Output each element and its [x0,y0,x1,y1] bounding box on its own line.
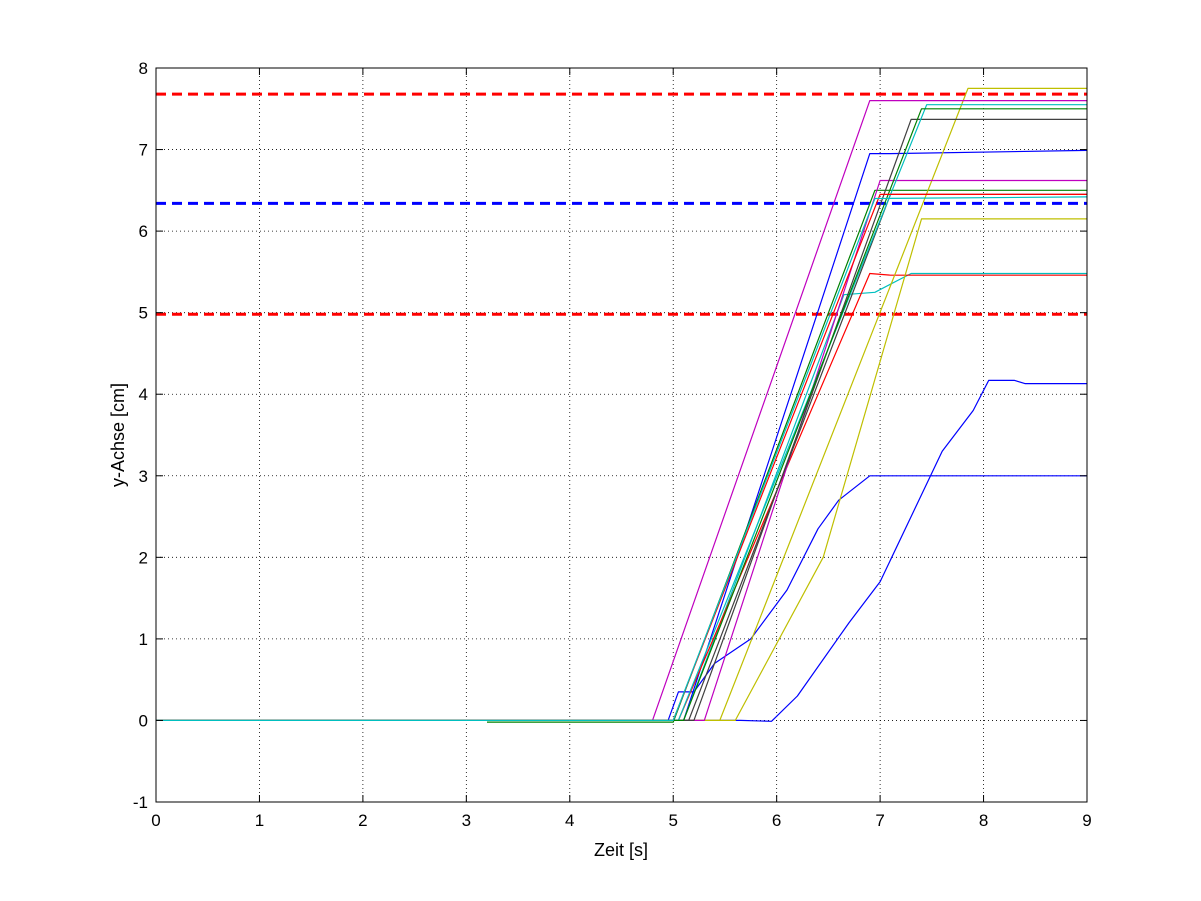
series-line [156,475,1087,722]
y-tick-label: 2 [139,548,148,567]
y-tick-label: -1 [133,793,148,812]
x-tick-label: 2 [358,811,367,830]
y-tick-label: 3 [139,467,148,486]
x-axis-label: Zeit [s] [594,840,648,860]
x-tick-label: 6 [772,811,781,830]
y-tick-label: 1 [139,630,148,649]
y-axis-label: y-Achse [cm] [108,383,128,487]
series-line [156,379,1087,722]
plot-frame [155,67,1088,803]
plot-background [156,68,1087,802]
x-tick-label: 0 [151,811,160,830]
y-tick-label: 7 [139,141,148,160]
x-tick-label: 8 [979,811,988,830]
y-tick-label: 5 [139,304,148,323]
series-line [156,196,1088,722]
x-tick-label: 4 [565,811,574,830]
x-tick-label: 7 [875,811,884,830]
x-tick-label: 3 [462,811,471,830]
y-tick-label: 0 [139,711,148,730]
x-tick-label: 1 [255,811,264,830]
x-tick-label: 5 [668,811,677,830]
series-line [487,189,1087,723]
y-tick-label: 8 [139,59,148,78]
data-series [156,87,1088,723]
y-tick-label: 4 [139,385,148,404]
reference-lines [156,92,1087,316]
x-tick-label: 9 [1082,811,1091,830]
y-tick-label: 6 [139,222,148,241]
